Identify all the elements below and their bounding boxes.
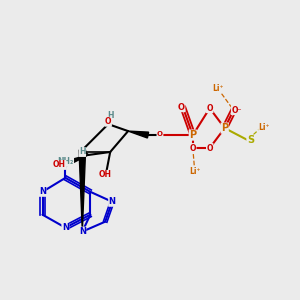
Text: OH: OH — [99, 170, 112, 179]
Text: O: O — [105, 117, 111, 126]
Text: Li⁺: Li⁺ — [259, 123, 270, 132]
Text: N: N — [109, 197, 116, 206]
Text: O⁻: O⁻ — [231, 106, 242, 115]
Text: O: O — [190, 143, 196, 152]
Text: N: N — [79, 227, 86, 236]
Text: N: N — [39, 187, 46, 196]
Text: O: O — [157, 130, 163, 136]
Text: O: O — [206, 104, 213, 113]
Text: N: N — [62, 223, 69, 232]
Text: O: O — [178, 103, 185, 112]
Text: P: P — [189, 130, 197, 140]
Text: NH₂: NH₂ — [57, 158, 74, 166]
Text: O: O — [206, 143, 213, 152]
Polygon shape — [128, 131, 148, 138]
Text: H: H — [107, 111, 113, 120]
Text: Li⁺: Li⁺ — [212, 84, 224, 93]
Text: H: H — [79, 148, 85, 157]
Polygon shape — [79, 150, 86, 232]
Text: P: P — [221, 123, 228, 133]
Text: S: S — [247, 135, 254, 145]
Polygon shape — [61, 155, 88, 168]
Text: Li⁺: Li⁺ — [189, 167, 200, 176]
Text: OH: OH — [53, 160, 66, 169]
